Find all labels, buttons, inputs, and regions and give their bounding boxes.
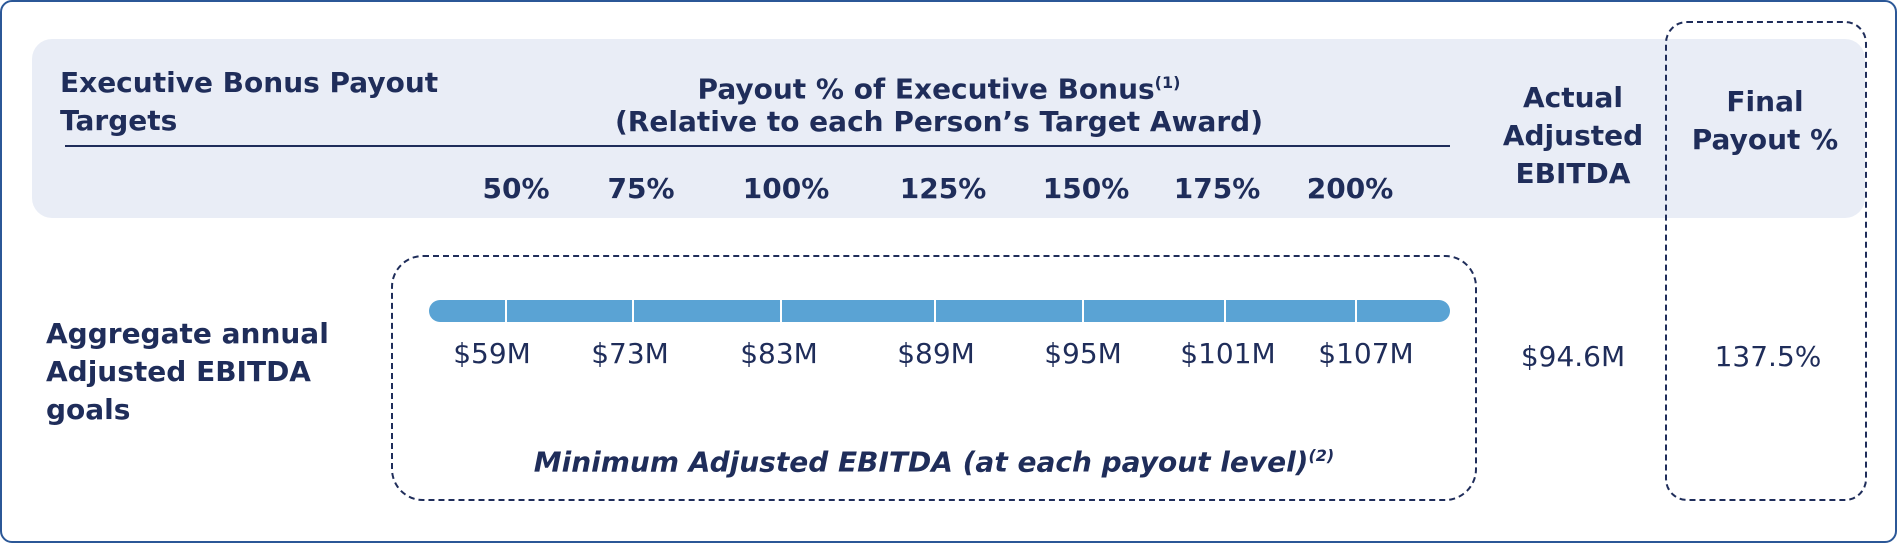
payout-level: 100% — [742, 172, 830, 205]
payout-level: 150% — [1042, 172, 1130, 205]
bar-divider — [1355, 300, 1357, 322]
bar-divider — [505, 300, 507, 322]
payout-heading: Payout % of Executive Bonus(1) — [698, 64, 1181, 108]
actual-heading: Actual Adjusted EBITDA — [1502, 81, 1644, 190]
header-band — [32, 39, 1865, 218]
ebitda-goal: $107M — [1318, 337, 1414, 370]
ebitda-goal: $101M — [1180, 337, 1276, 370]
bar-divider — [780, 300, 782, 322]
ebitda-goal: $83M — [740, 337, 818, 370]
actual-value: $94.6M — [1520, 340, 1626, 373]
row-label: Aggregate annual Adjusted EBITDA goals — [46, 317, 329, 426]
table-title: Executive Bonus Payout Targets — [60, 66, 439, 137]
final-heading: Final Payout % — [1691, 85, 1839, 156]
payout-level: 125% — [899, 172, 987, 205]
payout-level: 50% — [482, 172, 550, 205]
goals-caption: Minimum Adjusted EBITDA (at each payout … — [534, 437, 1335, 481]
goal-bar — [429, 300, 1450, 322]
final-value: 137.5% — [1714, 340, 1822, 373]
payout-subheading: (Relative to each Person’s Target Award) — [615, 105, 1263, 138]
footnote-ref: (1) — [1154, 73, 1181, 92]
ebitda-goal: $73M — [591, 337, 669, 370]
payout-level: 175% — [1173, 172, 1261, 205]
bar-divider — [632, 300, 634, 322]
ebitda-goal: $89M — [897, 337, 975, 370]
bar-divider — [934, 300, 936, 322]
goals-box — [391, 255, 1477, 501]
bar-divider — [1082, 300, 1084, 322]
bar-divider — [1224, 300, 1226, 322]
ebitda-goal: $59M — [453, 337, 531, 370]
heading-rule — [65, 145, 1450, 147]
footnote-ref: (2) — [1308, 446, 1335, 465]
payout-heading-text: Payout % of Executive Bonus — [697, 72, 1155, 106]
caption-text: Minimum Adjusted EBITDA (at each payout … — [533, 445, 1309, 479]
payout-level: 75% — [607, 172, 675, 205]
final-box — [1665, 21, 1867, 501]
payout-level: 200% — [1306, 172, 1394, 205]
ebitda-goal: $95M — [1044, 337, 1122, 370]
